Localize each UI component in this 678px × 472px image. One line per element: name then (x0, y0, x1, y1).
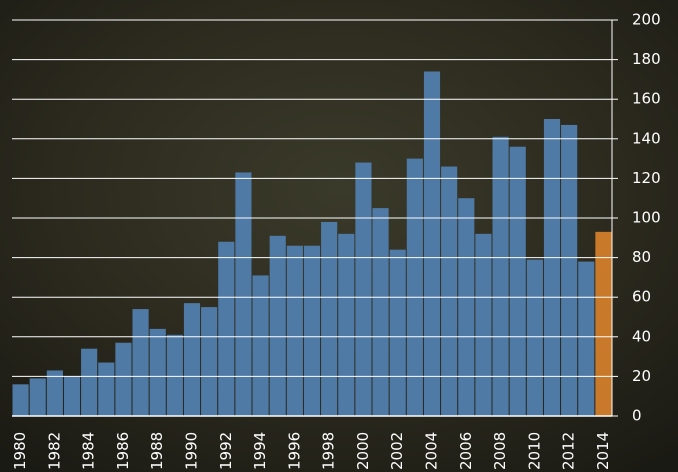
bar (98, 362, 115, 416)
bar (458, 198, 475, 416)
y-tick-label: 180 (632, 50, 661, 68)
y-tick-label: 20 (632, 367, 651, 385)
y-tick-label: 80 (632, 248, 651, 266)
bar (355, 162, 372, 416)
x-tick-label: 1982 (45, 432, 63, 470)
x-tick-label: 2000 (354, 432, 372, 470)
bar (492, 136, 509, 416)
y-tick-label: 200 (632, 11, 661, 29)
bar (218, 241, 235, 416)
x-tick-label: 1986 (114, 432, 132, 470)
bar (372, 208, 389, 416)
x-tick-label: 1984 (80, 432, 98, 470)
bar (46, 370, 63, 416)
x-tick-label: 2014 (594, 432, 612, 470)
bar (252, 275, 269, 416)
bar (441, 166, 458, 416)
bar (526, 259, 543, 416)
bar (63, 376, 81, 416)
x-tick-label: 1998 (320, 432, 338, 470)
bar (406, 158, 423, 416)
bar (29, 378, 46, 416)
bar (235, 172, 252, 416)
x-tick-label: 2002 (388, 432, 406, 470)
x-tick-label: 1988 (148, 432, 166, 470)
x-tick-label: 1994 (251, 432, 269, 470)
y-tick-label: 140 (632, 129, 661, 147)
y-tick-label: 0 (632, 407, 642, 425)
bar (183, 303, 201, 416)
bar (423, 71, 441, 416)
y-tick-label: 60 (632, 288, 651, 306)
x-tick-label: 2010 (525, 432, 543, 470)
bar (12, 384, 29, 416)
bar (269, 235, 286, 416)
bar (303, 245, 321, 416)
bar (389, 249, 406, 416)
x-tick-label: 1996 (285, 432, 303, 470)
bar (149, 328, 166, 416)
bar (321, 221, 338, 416)
y-tick-label: 120 (632, 169, 661, 187)
x-tick-label: 2004 (423, 432, 441, 470)
x-tick-label: 1990 (183, 432, 201, 470)
x-tick-label: 2008 (491, 432, 509, 470)
bar (509, 146, 526, 416)
bar (115, 342, 132, 416)
bar (286, 245, 303, 416)
bar (338, 233, 355, 416)
bar (475, 233, 492, 416)
x-tick-label: 2006 (457, 432, 475, 470)
y-tick-label: 40 (632, 327, 651, 345)
bar (543, 119, 561, 416)
bar (166, 334, 183, 416)
y-tick-label: 160 (632, 90, 661, 108)
bar (201, 307, 218, 416)
bar (561, 124, 578, 416)
bar (132, 309, 149, 416)
bar (595, 231, 612, 416)
y-tick-label: 100 (632, 209, 661, 227)
x-tick-label: 1980 (11, 432, 29, 470)
bar (81, 348, 98, 416)
x-tick-label: 2012 (560, 432, 578, 470)
x-tick-label: 1992 (217, 432, 235, 470)
bar (578, 261, 595, 416)
